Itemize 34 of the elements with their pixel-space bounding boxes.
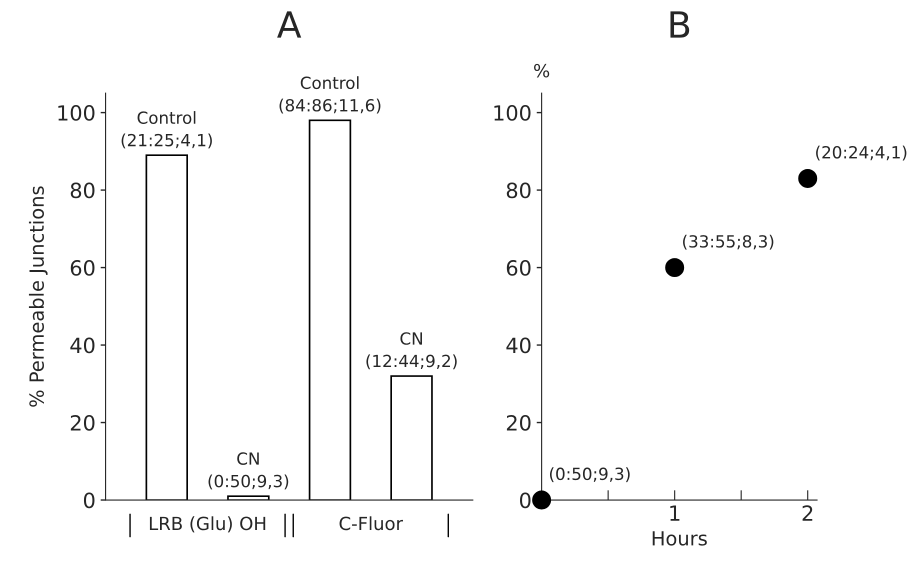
text: LRB (Glu) OH: [150, 516, 266, 532]
data-label: Control (21:25;4,1): [122, 111, 212, 148]
y-tick-label: 60: [70, 260, 94, 276]
point: [798, 168, 818, 188]
y-tick-label: 0: [84, 492, 94, 508]
point: [665, 258, 684, 278]
y-tick-label: 100: [58, 105, 94, 121]
y-tick-label: 60: [506, 260, 531, 276]
x-tick-label: 2: [802, 505, 812, 521]
data-label: (20:24;4,1): [816, 146, 906, 161]
data-label: (0:50;9,3): [550, 467, 630, 482]
y-axis-title: % Permeable Junctions: [28, 186, 48, 407]
y-axis-title: %: [534, 64, 550, 78]
x-axis-title: Hours: [652, 531, 707, 546]
y-tick-label: 20: [70, 414, 94, 431]
chart-title: B: [670, 11, 690, 38]
y-tick-label: 20: [506, 414, 531, 431]
text: C-Fluor: [340, 516, 403, 530]
y-tick-label: 100: [494, 105, 531, 121]
x-tick-label: 1: [670, 506, 680, 521]
point: [532, 490, 552, 510]
y-tick-label: 0: [520, 492, 531, 508]
y-tick-label: 80: [70, 182, 94, 198]
bar: [390, 375, 433, 500]
y-tick-label: 80: [506, 182, 531, 198]
y-tick-label: 40: [506, 338, 531, 354]
chart-title: A: [277, 11, 302, 38]
data-label: (33:55;8,3): [683, 234, 774, 250]
data-label: CN (0:50;9,3): [208, 452, 288, 490]
data-label: Control (84:86;11,6): [280, 76, 380, 114]
y-tick-label: 40: [70, 338, 94, 354]
bar: [308, 120, 352, 500]
data-label: CN (12:44;9,2): [366, 332, 457, 370]
bar: [146, 154, 188, 500]
